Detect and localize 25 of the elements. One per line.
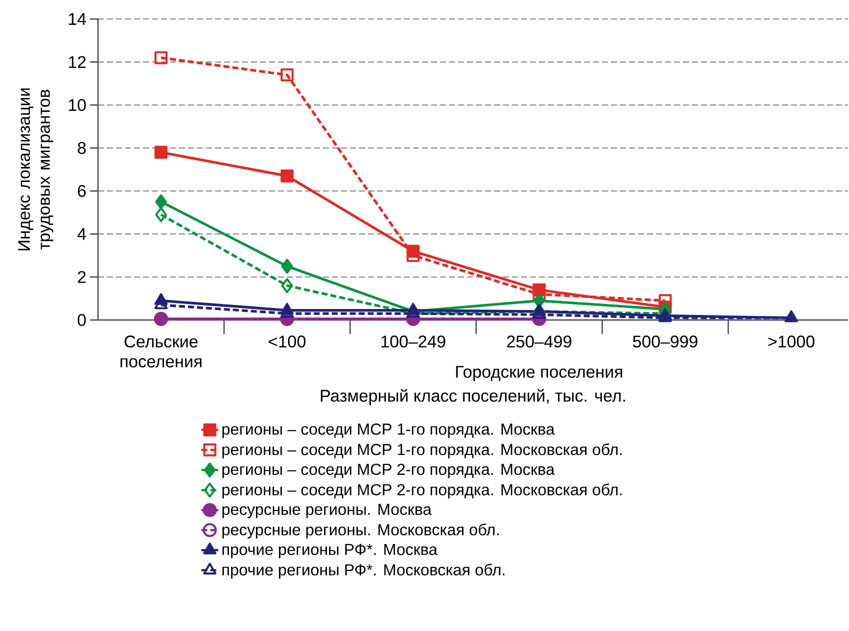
- x-tick-label: Сельские поселения: [120, 336, 202, 368]
- legend-label: регионы – соседи МСР 2-го порядка. Москва: [222, 464, 555, 478]
- legend-label: ресурсные регионы. Москва: [222, 504, 432, 518]
- y-axis-title: Индекс локализации трудовых мигрантов: [18, 88, 54, 250]
- x-tick-label: >1000: [768, 336, 814, 348]
- legend-label: прочие регионы РФ*. Москва: [222, 544, 438, 558]
- y-tick-label: 14: [68, 13, 86, 25]
- x-tick-label: 250–499: [507, 336, 572, 348]
- legend-label: регионы – соседи МСР 2-го порядка. Московская обл.: [222, 484, 622, 499]
- y-tick-label: 0: [78, 314, 86, 326]
- text: Городские поселения: [456, 366, 622, 382]
- x-axis-title: Размерный класс поселений, тыс. чел.: [320, 389, 625, 406]
- legend-label: регионы – соседи МСР 1-го порядка. Москва: [222, 424, 555, 438]
- y-tick-label: 8: [78, 142, 86, 154]
- x-tick-label: 100–249: [381, 336, 446, 348]
- x-tick-label: 500–999: [632, 336, 698, 348]
- x-tick-label: <100: [268, 336, 306, 348]
- legend-label: прочие регионы РФ*. Московская обл.: [222, 564, 504, 579]
- legend-label: ресурсные регионы. Московская обл.: [222, 524, 499, 539]
- y-tick-label: 6: [78, 185, 86, 197]
- y-tick-label: 10: [68, 99, 86, 111]
- legend-label: регионы – соседи МСР 1-го порядка. Московская обл.: [222, 443, 622, 458]
- y-tick-label: 4: [77, 228, 86, 240]
- y-tick-label: 2: [78, 271, 86, 283]
- y-tick-label: 12: [68, 56, 86, 68]
